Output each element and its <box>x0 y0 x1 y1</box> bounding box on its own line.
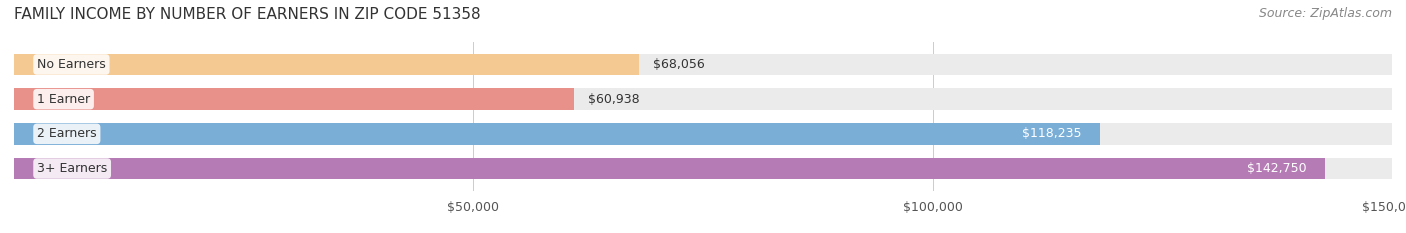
Text: 1 Earner: 1 Earner <box>37 93 90 106</box>
Text: FAMILY INCOME BY NUMBER OF EARNERS IN ZIP CODE 51358: FAMILY INCOME BY NUMBER OF EARNERS IN ZI… <box>14 7 481 22</box>
Text: $68,056: $68,056 <box>652 58 704 71</box>
Text: $142,750: $142,750 <box>1247 162 1308 175</box>
Bar <box>14 54 1392 75</box>
Bar <box>14 158 1326 179</box>
Text: $60,938: $60,938 <box>588 93 640 106</box>
Bar <box>14 88 1392 110</box>
Bar <box>14 54 640 75</box>
Bar <box>14 158 1392 179</box>
Text: 2 Earners: 2 Earners <box>37 127 97 140</box>
Bar <box>14 88 574 110</box>
Text: $118,235: $118,235 <box>1022 127 1081 140</box>
Bar <box>14 123 1392 145</box>
Text: No Earners: No Earners <box>37 58 105 71</box>
Text: Source: ZipAtlas.com: Source: ZipAtlas.com <box>1258 7 1392 20</box>
Bar <box>14 123 1099 145</box>
Text: 3+ Earners: 3+ Earners <box>37 162 107 175</box>
